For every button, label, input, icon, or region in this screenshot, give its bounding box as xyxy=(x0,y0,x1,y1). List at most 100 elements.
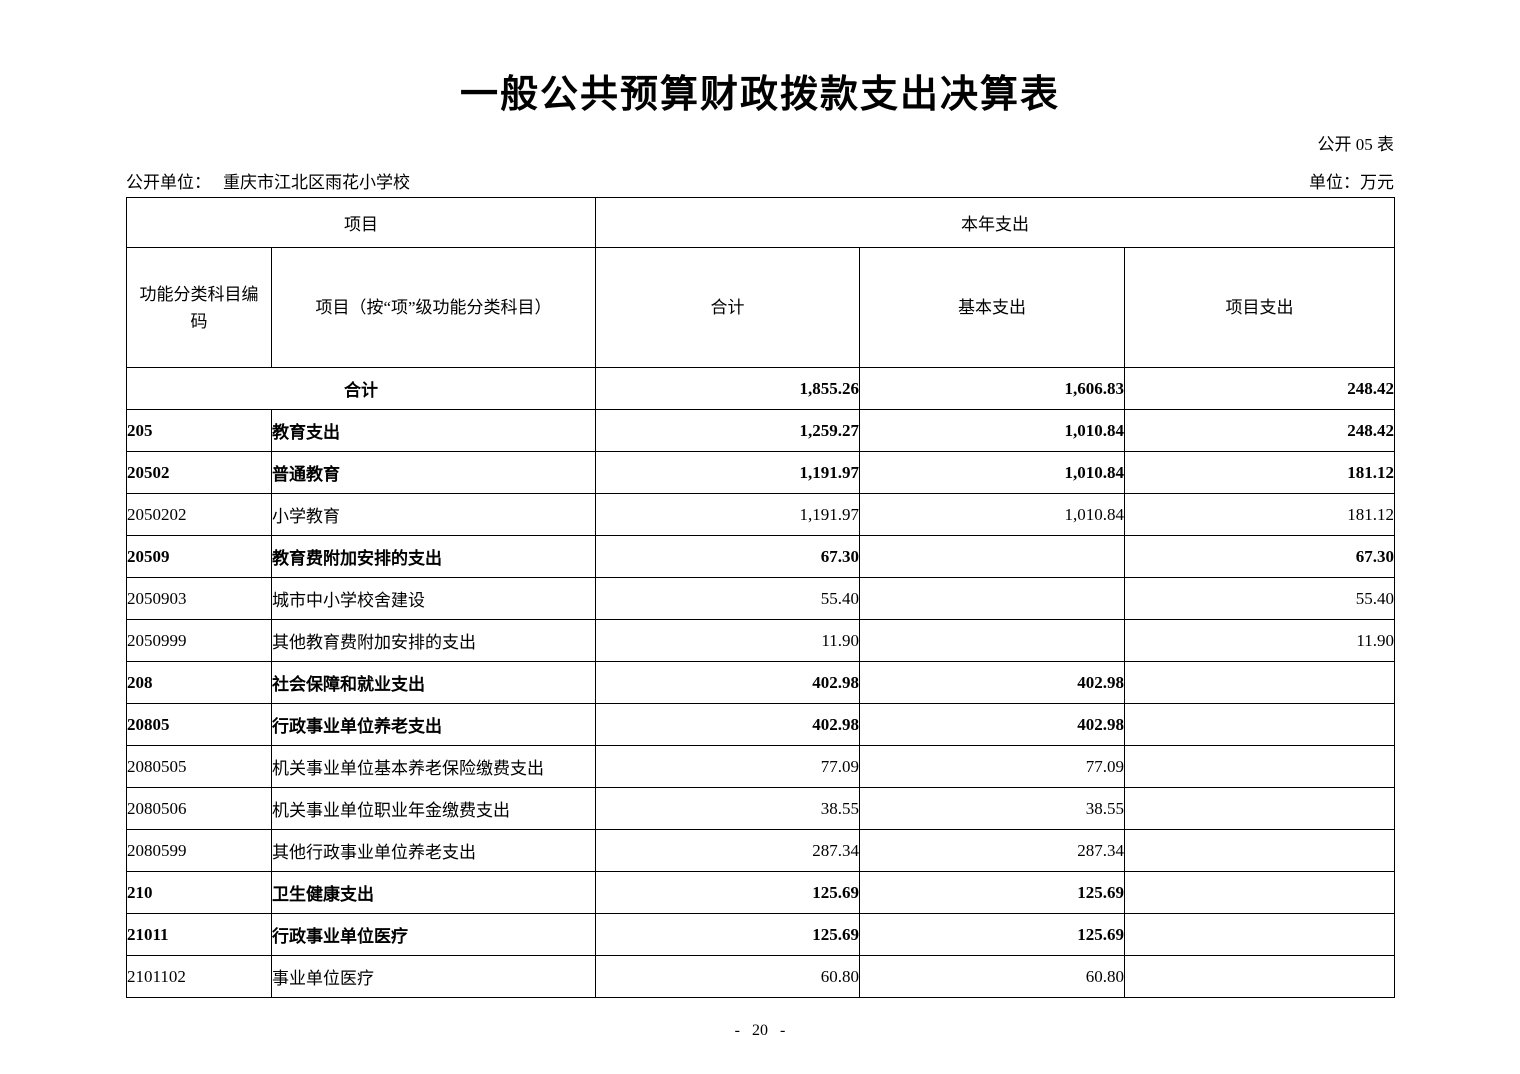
table-row: 21011 行政事业单位医疗 125.69 125.69 xyxy=(126,913,1395,956)
table-row: 20805 行政事业单位养老支出 402.98 402.98 xyxy=(126,703,1395,746)
table-row: 2101102 事业单位医疗 60.80 60.80 xyxy=(126,955,1395,998)
row-total: 77.09 xyxy=(595,745,860,788)
row-project-expenditure: 181.12 xyxy=(1124,451,1395,494)
row-basic-expenditure: 77.09 xyxy=(859,745,1125,788)
table-row: 2080506 机关事业单位职业年金缴费支出 38.55 38.55 xyxy=(126,787,1395,830)
row-basic-expenditure: 1,010.84 xyxy=(859,493,1125,536)
publishing-unit: 公开单位： 重庆市江北区雨花小学校 xyxy=(126,172,410,194)
row-total: 38.55 xyxy=(595,787,860,830)
row-basic-expenditure: 125.69 xyxy=(859,871,1125,914)
table-row: 205 教育支出 1,259.27 1,010.84 248.42 xyxy=(126,409,1395,452)
table-row: 2050903 城市中小学校舍建设 55.40 55.40 xyxy=(126,577,1395,620)
row-item: 机关事业单位职业年金缴费支出 xyxy=(271,787,596,830)
row-project-expenditure: 248.42 xyxy=(1124,409,1395,452)
row-item: 其他行政事业单位养老支出 xyxy=(271,829,596,872)
row-basic-expenditure: 38.55 xyxy=(859,787,1125,830)
row-item: 事业单位医疗 xyxy=(271,955,596,998)
table-row: 20509 教育费附加安排的支出 67.30 67.30 xyxy=(126,535,1395,578)
row-total: 125.69 xyxy=(595,871,860,914)
header-basic-expenditure: 基本支出 xyxy=(859,247,1125,368)
row-item: 卫生健康支出 xyxy=(271,871,596,914)
row-project-expenditure xyxy=(1124,787,1395,830)
row-item: 合计 xyxy=(126,367,596,410)
row-basic-expenditure xyxy=(859,619,1125,662)
row-function-code: 2050202 xyxy=(126,493,272,536)
row-function-code: 210 xyxy=(126,871,272,914)
page-number: - 20 - xyxy=(734,1022,786,1039)
row-item: 教育费附加安排的支出 xyxy=(271,535,596,578)
row-total: 402.98 xyxy=(595,703,860,746)
row-project-expenditure xyxy=(1124,661,1395,704)
row-item: 机关事业单位基本养老保险缴费支出 xyxy=(271,745,596,788)
row-item: 社会保障和就业支出 xyxy=(271,661,596,704)
row-project-expenditure: 11.90 xyxy=(1124,619,1395,662)
row-basic-expenditure xyxy=(859,577,1125,620)
row-basic-expenditure xyxy=(859,535,1125,578)
row-basic-expenditure: 1,010.84 xyxy=(859,409,1125,452)
row-function-code: 20509 xyxy=(126,535,272,578)
row-function-code: 2080505 xyxy=(126,745,272,788)
table-row: 2050999 其他教育费附加安排的支出 11.90 11.90 xyxy=(126,619,1395,662)
row-item: 教育支出 xyxy=(271,409,596,452)
row-project-expenditure xyxy=(1124,955,1395,998)
row-function-code: 205 xyxy=(126,409,272,452)
row-function-code: 2050903 xyxy=(126,577,272,620)
table-row: 20502 普通教育 1,191.97 1,010.84 181.12 xyxy=(126,451,1395,494)
row-function-code: 20502 xyxy=(126,451,272,494)
row-total: 60.80 xyxy=(595,955,860,998)
row-basic-expenditure: 402.98 xyxy=(859,703,1125,746)
header-column-row: 功能分类科目编码 项目（按“项”级功能分类科目） 合计 基本支出 项目支出 xyxy=(126,247,1395,368)
row-total: 1,259.27 xyxy=(595,409,860,452)
row-function-code: 2080506 xyxy=(126,787,272,830)
row-project-expenditure xyxy=(1124,829,1395,872)
row-total: 1,191.97 xyxy=(595,451,860,494)
row-project-expenditure: 55.40 xyxy=(1124,577,1395,620)
row-basic-expenditure: 402.98 xyxy=(859,661,1125,704)
row-basic-expenditure: 125.69 xyxy=(859,913,1125,956)
row-item: 其他教育费附加安排的支出 xyxy=(271,619,596,662)
row-total: 55.40 xyxy=(595,577,860,620)
header-group-row: 项目 本年支出 xyxy=(126,197,1395,248)
row-item: 小学教育 xyxy=(271,493,596,536)
page-title: 一般公共预算财政拨款支出决算表 xyxy=(459,74,1060,116)
document-page: 一般公共预算财政拨款支出决算表 公开 05 表 公开单位： 重庆市江北区雨花小学校… xyxy=(126,74,1395,1039)
row-function-code: 20805 xyxy=(126,703,272,746)
row-total: 11.90 xyxy=(595,619,860,662)
row-total: 1,855.26 xyxy=(595,367,860,410)
header-total: 合计 xyxy=(595,247,860,368)
header-current-year-group: 本年支出 xyxy=(595,197,1395,248)
currency-unit-note: 单位：万元 xyxy=(1309,173,1394,192)
publishing-unit-name: 重庆市江北区雨花小学校 xyxy=(223,173,410,192)
header-function-code: 功能分类科目编码 xyxy=(126,247,272,368)
row-project-expenditure: 248.42 xyxy=(1124,367,1395,410)
row-function-code: 2050999 xyxy=(126,619,272,662)
table-row: 2080505 机关事业单位基本养老保险缴费支出 77.09 77.09 xyxy=(126,745,1395,788)
header-project-expenditure: 项目支出 xyxy=(1124,247,1395,368)
table-number: 公开 05 表 xyxy=(1317,135,1395,154)
row-total: 287.34 xyxy=(595,829,860,872)
table-row: 2050202 小学教育 1,191.97 1,010.84 181.12 xyxy=(126,493,1395,536)
row-basic-expenditure: 1,606.83 xyxy=(859,367,1125,410)
row-total: 402.98 xyxy=(595,661,860,704)
header-item-group: 项目 xyxy=(126,197,596,248)
table-header: 项目 本年支出 功能分类科目编码 项目（按“项”级功能分类科目） 合计 基本支出… xyxy=(126,197,1395,368)
row-project-expenditure xyxy=(1124,703,1395,746)
table-row: 210 卫生健康支出 125.69 125.69 xyxy=(126,871,1395,914)
budget-table: 项目 本年支出 功能分类科目编码 项目（按“项”级功能分类科目） 合计 基本支出… xyxy=(126,197,1395,998)
row-item: 行政事业单位医疗 xyxy=(271,913,596,956)
row-total: 1,191.97 xyxy=(595,493,860,536)
row-item: 普通教育 xyxy=(271,451,596,494)
table-row: 208 社会保障和就业支出 402.98 402.98 xyxy=(126,661,1395,704)
row-basic-expenditure: 60.80 xyxy=(859,955,1125,998)
row-total: 125.69 xyxy=(595,913,860,956)
row-function-code: 2101102 xyxy=(126,955,272,998)
publishing-unit-label: 公开单位： xyxy=(126,173,211,192)
table-row: 合计 1,855.26 1,606.83 248.42 xyxy=(126,367,1395,410)
table-row: 2080599 其他行政事业单位养老支出 287.34 287.34 xyxy=(126,829,1395,872)
row-project-expenditure: 181.12 xyxy=(1124,493,1395,536)
row-basic-expenditure: 287.34 xyxy=(859,829,1125,872)
row-function-code: 208 xyxy=(126,661,272,704)
meta-row: 公开单位： 重庆市江北区雨花小学校 单位：万元 xyxy=(126,172,1394,194)
row-item: 行政事业单位养老支出 xyxy=(271,703,596,746)
row-total: 67.30 xyxy=(595,535,860,578)
